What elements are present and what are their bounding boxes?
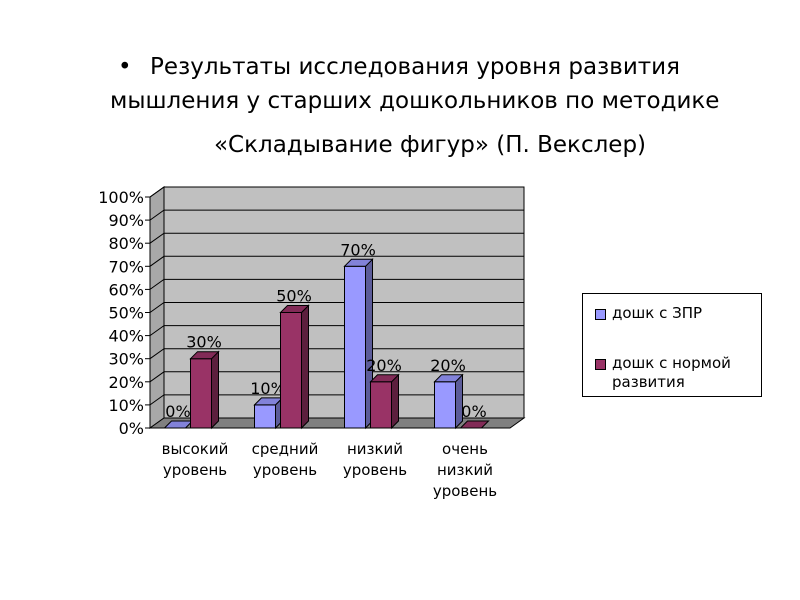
gridline bbox=[149, 209, 524, 221]
x-tick-label: уровень bbox=[433, 482, 497, 500]
data-label: 0% bbox=[461, 402, 486, 421]
bar-top bbox=[343, 258, 374, 267]
title-line-2: мышления у старших дошкольников по метод… bbox=[110, 88, 720, 114]
bar-side bbox=[301, 304, 309, 430]
bar-front bbox=[370, 381, 392, 429]
data-label: 20% bbox=[430, 356, 466, 375]
gridline bbox=[149, 394, 524, 406]
data-label: 20% bbox=[366, 356, 402, 375]
legend-label-norm: дошк с нормой развития bbox=[612, 354, 731, 391]
y-tick-label: 90% bbox=[108, 211, 144, 230]
legend-item-norm: дошк с нормой развития bbox=[595, 354, 762, 392]
bar-top bbox=[279, 305, 310, 313]
gridline bbox=[149, 302, 524, 313]
x-tick-label: уровень bbox=[163, 461, 227, 479]
gridline bbox=[149, 371, 524, 383]
legend-label-zpr: дошк с ЗПР bbox=[612, 304, 703, 322]
bullet-icon: • bbox=[118, 54, 132, 80]
data-label: 0% bbox=[165, 402, 190, 421]
bar-front bbox=[434, 381, 456, 429]
gridline bbox=[149, 232, 524, 244]
bar-side bbox=[391, 373, 399, 430]
x-tick-label: высокий bbox=[162, 440, 229, 458]
gridline bbox=[149, 186, 524, 198]
chart-legend: дошк с ЗПР дошк с нормой развития bbox=[582, 293, 762, 397]
y-tick-label: 0% bbox=[119, 419, 144, 438]
legend-swatch-norm bbox=[595, 359, 606, 370]
x-tick-label: очень bbox=[442, 440, 488, 458]
bar-top bbox=[459, 420, 490, 429]
bar-top bbox=[433, 374, 464, 383]
bar-front bbox=[280, 312, 302, 429]
gridline bbox=[149, 278, 524, 290]
x-tick-label: уровень bbox=[253, 461, 317, 479]
gridline bbox=[149, 325, 524, 337]
bar-front bbox=[344, 265, 366, 429]
gridline bbox=[149, 348, 524, 360]
y-tick-label: 60% bbox=[108, 280, 144, 299]
y-tick-label: 50% bbox=[108, 304, 144, 323]
bar-top bbox=[189, 351, 220, 360]
bar-front bbox=[254, 404, 276, 429]
y-tick-label: 80% bbox=[108, 234, 144, 253]
data-label: 10% bbox=[250, 379, 286, 398]
y-tick-label: 20% bbox=[108, 373, 144, 392]
bar-front bbox=[190, 358, 212, 429]
data-label: 50% bbox=[276, 287, 312, 306]
bar-top bbox=[369, 374, 400, 383]
data-label: 70% bbox=[340, 240, 376, 259]
x-tick-label: средний bbox=[252, 440, 319, 458]
y-tick-label: 70% bbox=[108, 257, 144, 276]
gridline bbox=[149, 255, 524, 267]
x-tick-label: низкий bbox=[437, 461, 493, 479]
x-tick-label: низкий bbox=[347, 440, 403, 458]
title-line-1: Результаты исследования уровня развития bbox=[150, 54, 680, 80]
y-tick-label: 30% bbox=[108, 350, 144, 369]
y-tick-label: 10% bbox=[108, 396, 144, 415]
legend-item-zpr: дошк с ЗПР bbox=[595, 304, 762, 323]
x-tick-label: уровень bbox=[343, 461, 407, 479]
y-tick-label: 100% bbox=[98, 188, 144, 207]
title-line-3: «Складывание фигур» (П. Векслер) bbox=[213, 132, 647, 158]
y-tick-label: 40% bbox=[108, 327, 144, 346]
legend-swatch-zpr bbox=[595, 309, 606, 320]
bar-side bbox=[211, 350, 219, 430]
data-label: 30% bbox=[186, 333, 222, 352]
slide-title: • Результаты исследования уровня развития… bbox=[100, 50, 740, 162]
